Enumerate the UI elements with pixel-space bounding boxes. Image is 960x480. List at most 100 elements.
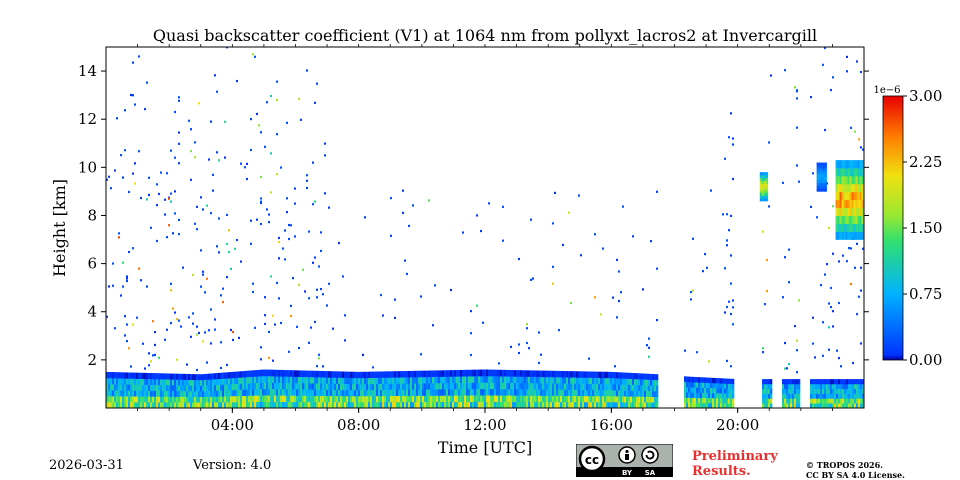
heatmap-cell	[684, 381, 687, 388]
heatmap-cell	[440, 389, 443, 396]
cloud-cell	[816, 171, 819, 175]
heatmap-cell	[492, 376, 495, 383]
heatmap-cell	[720, 383, 723, 389]
heatmap-cell	[692, 387, 695, 393]
heatmap-cell	[180, 396, 183, 403]
heatmap-cell	[422, 389, 425, 396]
heatmap-cell	[348, 383, 351, 391]
heatmap-cell	[208, 373, 211, 380]
heatmap-cell	[696, 397, 699, 404]
cloud-cell	[816, 162, 819, 166]
cloud-cell	[841, 183, 844, 193]
heatmap-cell	[126, 275, 128, 278]
heatmap-cell	[590, 389, 593, 397]
heatmap-cell	[486, 395, 489, 402]
heatmap-cell	[838, 301, 840, 305]
cloud-cell	[847, 191, 850, 201]
cloud-cell	[847, 168, 850, 177]
heatmap-cell	[574, 383, 577, 390]
heatmap-cell	[690, 381, 693, 388]
heatmap-cell	[288, 223, 290, 227]
heatmap-cell	[532, 401, 535, 408]
heatmap-cell	[854, 403, 857, 408]
heatmap-cell	[308, 230, 310, 233]
heatmap-cell	[150, 384, 153, 391]
heatmap-cell	[846, 403, 849, 408]
heatmap-cell	[608, 401, 611, 408]
heatmap-cell	[766, 383, 769, 390]
heatmap-cell	[654, 396, 657, 403]
heatmap-cell	[488, 375, 491, 383]
heatmap-cell	[810, 95, 812, 99]
heatmap-cell	[640, 402, 643, 408]
heatmap-cell	[706, 392, 709, 399]
heatmap-cell	[210, 390, 213, 397]
heatmap-cell	[132, 247, 134, 250]
heatmap-cell	[178, 142, 180, 145]
heatmap-cell	[530, 370, 533, 377]
heatmap-cell	[502, 205, 504, 208]
heatmap-cell	[560, 377, 563, 384]
heatmap-cell	[136, 384, 139, 391]
heatmap-cell	[300, 376, 303, 384]
heatmap-cell	[514, 376, 517, 384]
heatmap-cell	[476, 382, 479, 390]
heatmap-cell	[766, 379, 769, 385]
heatmap-cell	[650, 379, 653, 386]
heatmap-cell	[224, 390, 227, 397]
heatmap-cell	[364, 216, 366, 219]
heatmap-cell	[442, 389, 445, 396]
heatmap-cell	[202, 208, 204, 211]
heatmap-cell	[578, 371, 581, 378]
heatmap-cell	[106, 389, 109, 397]
heatmap-cell	[556, 377, 559, 384]
heatmap-cell	[488, 395, 491, 402]
heatmap-cell	[630, 390, 633, 397]
heatmap-cell	[410, 389, 413, 396]
heatmap-cell	[584, 371, 587, 378]
heatmap-cell	[270, 191, 272, 194]
heatmap-cell	[492, 382, 495, 390]
heatmap-cell	[292, 370, 295, 377]
heatmap-cell	[792, 383, 795, 390]
heatmap-cell	[224, 156, 226, 159]
cloud-cell	[835, 231, 838, 240]
heatmap-cell	[540, 383, 543, 390]
heatmap-cell	[248, 370, 251, 378]
heatmap-cell	[302, 370, 305, 378]
heatmap-cell	[506, 369, 509, 377]
heatmap-cell	[306, 401, 309, 408]
heatmap-cell	[124, 396, 127, 403]
heatmap-cell	[458, 395, 461, 402]
heatmap-cell	[178, 373, 181, 380]
heatmap-cell	[548, 395, 551, 403]
cloud-cell	[835, 168, 838, 177]
heatmap-cell	[788, 248, 790, 251]
heatmap-cell	[390, 389, 393, 397]
heatmap-cell	[132, 323, 134, 326]
heatmap-cell	[624, 378, 627, 385]
heatmap-cell	[218, 402, 221, 408]
heatmap-cell	[428, 376, 431, 384]
heatmap-cell	[826, 379, 829, 385]
heatmap-cell	[198, 385, 201, 392]
heatmap-cell	[654, 374, 657, 381]
heatmap-cell	[210, 308, 212, 311]
heatmap-cell	[618, 384, 621, 391]
heatmap-cell	[208, 402, 211, 408]
heatmap-cell	[114, 169, 116, 172]
heatmap-cell	[118, 232, 120, 235]
heatmap-cell	[790, 393, 793, 399]
heatmap-cell	[270, 376, 273, 383]
heatmap-cell	[138, 150, 140, 153]
heatmap-cell	[822, 383, 825, 390]
heatmap-cell	[542, 370, 545, 378]
heatmap-cell	[528, 347, 530, 350]
heatmap-cell	[390, 395, 393, 403]
heatmap-cell	[602, 371, 605, 379]
heatmap-cell	[414, 370, 417, 378]
heatmap-cell	[146, 285, 148, 288]
heatmap-cell	[548, 389, 551, 396]
heatmap-cell	[860, 393, 863, 399]
heatmap-cell	[240, 395, 243, 403]
